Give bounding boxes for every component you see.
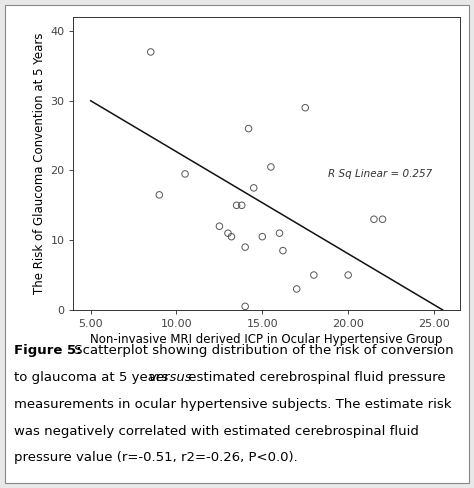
Text: estimated cerebrospinal fluid pressure: estimated cerebrospinal fluid pressure: [184, 371, 446, 384]
Point: [310, 271, 318, 279]
Text: Scatterplot showing distribution of the risk of conversion: Scatterplot showing distribution of the …: [70, 344, 454, 357]
Text: was negatively correlated with estimated cerebrospinal fluid: was negatively correlated with estimated…: [14, 425, 419, 438]
Text: versus: versus: [148, 371, 191, 384]
Point: [228, 233, 235, 241]
Point: [250, 184, 257, 192]
Point: [224, 229, 232, 237]
X-axis label: Non-invasive MRI derived ICP in Ocular Hypertensive Group: Non-invasive MRI derived ICP in Ocular H…: [91, 333, 443, 346]
Text: R Sq Linear = 0.257: R Sq Linear = 0.257: [328, 169, 432, 179]
Text: pressure value (r=-0.51, r2=-0.26, P<0.0).: pressure value (r=-0.51, r2=-0.26, P<0.0…: [14, 451, 298, 465]
Text: measurements in ocular hypertensive subjects. The estimate risk: measurements in ocular hypertensive subj…: [14, 398, 452, 411]
Point: [379, 215, 386, 223]
Point: [301, 104, 309, 112]
Point: [293, 285, 301, 293]
Point: [245, 125, 252, 133]
Text: Figure 5:: Figure 5:: [14, 344, 82, 357]
Point: [279, 247, 287, 255]
Point: [241, 243, 249, 251]
Point: [238, 202, 246, 209]
Y-axis label: The Risk of Glaucoma Convention at 5 Years: The Risk of Glaucoma Convention at 5 Yea…: [33, 33, 46, 294]
Point: [233, 202, 240, 209]
Point: [276, 229, 283, 237]
Point: [345, 271, 352, 279]
Point: [258, 233, 266, 241]
Point: [241, 303, 249, 310]
Point: [216, 223, 223, 230]
Point: [267, 163, 275, 171]
Text: to glaucoma at 5 years: to glaucoma at 5 years: [14, 371, 173, 384]
Point: [155, 191, 163, 199]
Point: [147, 48, 155, 56]
Point: [181, 170, 189, 178]
Point: [370, 215, 378, 223]
